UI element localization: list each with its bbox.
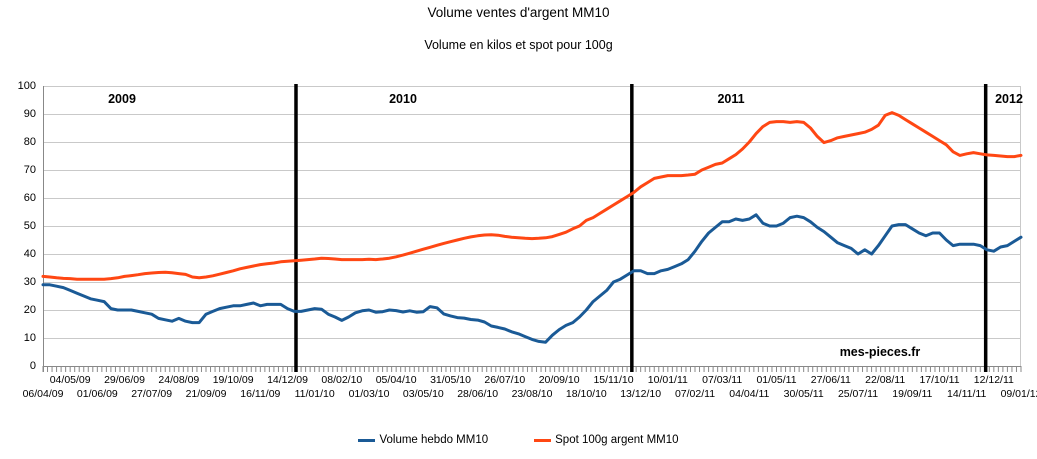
x-axis-label: 01/06/09 <box>76 388 118 400</box>
x-axis-label: 13/12/10 <box>620 388 662 400</box>
y-axis-label-30: 30 <box>23 276 36 288</box>
x-axis-label: 07/03/11 <box>702 374 743 386</box>
chart-title: Volume ventes d'argent MM10 <box>427 5 610 20</box>
x-axis-label: 18/10/10 <box>565 388 607 400</box>
legend: Volume hebdo MM10 Spot 100g argent MM10 <box>0 434 1037 446</box>
series-line-spot <box>41 111 1023 281</box>
x-axis-label: 19/09/11 <box>892 388 933 400</box>
x-axis-label: 31/05/10 <box>430 374 471 386</box>
y-axis-label-0: 0 <box>29 360 36 372</box>
legend-label-volume: Volume hebdo MM10 <box>379 434 489 446</box>
y-axis-label-20: 20 <box>23 304 36 316</box>
x-axis-label: 06/04/09 <box>22 388 64 400</box>
x-axis-label: 04/04/11 <box>729 388 770 400</box>
x-axis-label: 09/01/12 <box>1000 388 1037 400</box>
x-axis-label: 21/09/09 <box>185 388 227 400</box>
x-axis-label: 30/05/11 <box>783 388 824 400</box>
year-label-2012: 2012 <box>995 92 1023 106</box>
legend-marker-volume-icon <box>358 438 376 442</box>
chart-subtitle: Volume en kilos et spot pour 100g <box>424 38 613 52</box>
x-axis-label: 24/08/09 <box>158 374 200 386</box>
x-axis-label: 19/10/09 <box>212 374 254 386</box>
legend-item-spot: Spot 100g argent MM10 <box>534 434 679 446</box>
x-axis-label: 07/02/11 <box>674 388 716 400</box>
y-axis-label-90: 90 <box>23 108 36 120</box>
x-axis-label: 05/04/10 <box>375 374 417 386</box>
x-axis-label: 11/01/10 <box>294 388 335 400</box>
y-axis-label-80: 80 <box>23 136 36 148</box>
y-axis-label-40: 40 <box>23 248 36 260</box>
y-axis-label-10: 10 <box>23 332 36 344</box>
y-axis-label-50: 50 <box>23 220 36 232</box>
x-axis-label: 23/08/10 <box>511 388 553 400</box>
x-axis-label: 17/10/11 <box>919 374 960 386</box>
series-line-volume <box>41 213 1023 344</box>
year-label-2011: 2011 <box>717 92 745 106</box>
x-axis-label: 29/06/09 <box>104 374 145 386</box>
legend-marker-spot-icon <box>534 438 552 442</box>
x-axis-label: 25/07/11 <box>837 388 879 400</box>
x-axis-label: 26/07/10 <box>484 374 526 386</box>
watermark-mes-pieces: mes-pieces.fr <box>839 345 921 359</box>
legend-label-spot: Spot 100g argent MM10 <box>555 434 679 446</box>
y-axis-label-70: 70 <box>23 164 36 176</box>
x-axis-label: 20/09/10 <box>538 374 580 386</box>
legend-item-volume: Volume hebdo MM10 <box>358 434 488 446</box>
x-axis-label: 14/11/11 <box>946 388 987 400</box>
x-axis-label: 15/11/10 <box>593 374 634 386</box>
x-axis-label: 22/08/11 <box>865 374 906 386</box>
x-axis-label: 28/06/10 <box>457 388 499 400</box>
x-axis-label: 16/11/09 <box>240 388 281 400</box>
x-axis-label: 03/05/10 <box>402 388 444 400</box>
x-axis-label: 04/05/09 <box>49 374 91 386</box>
year-label-2009: 2009 <box>108 92 136 106</box>
x-axis-label: 27/06/11 <box>810 374 851 386</box>
x-axis-label: 08/02/10 <box>321 374 363 386</box>
x-axis-label: 01/03/10 <box>348 388 390 400</box>
y-axis-label-60: 60 <box>23 192 36 204</box>
x-axis-label: 12/12/11 <box>973 374 1014 386</box>
y-axis-label-100: 100 <box>17 80 36 92</box>
x-axis-label: 27/07/09 <box>131 388 173 400</box>
x-axis-label: 01/05/11 <box>756 374 797 386</box>
year-label-2010: 2010 <box>389 92 417 106</box>
x-axis-label: 10/01/11 <box>647 374 688 386</box>
x-axis-label: 14/12/09 <box>267 374 308 386</box>
